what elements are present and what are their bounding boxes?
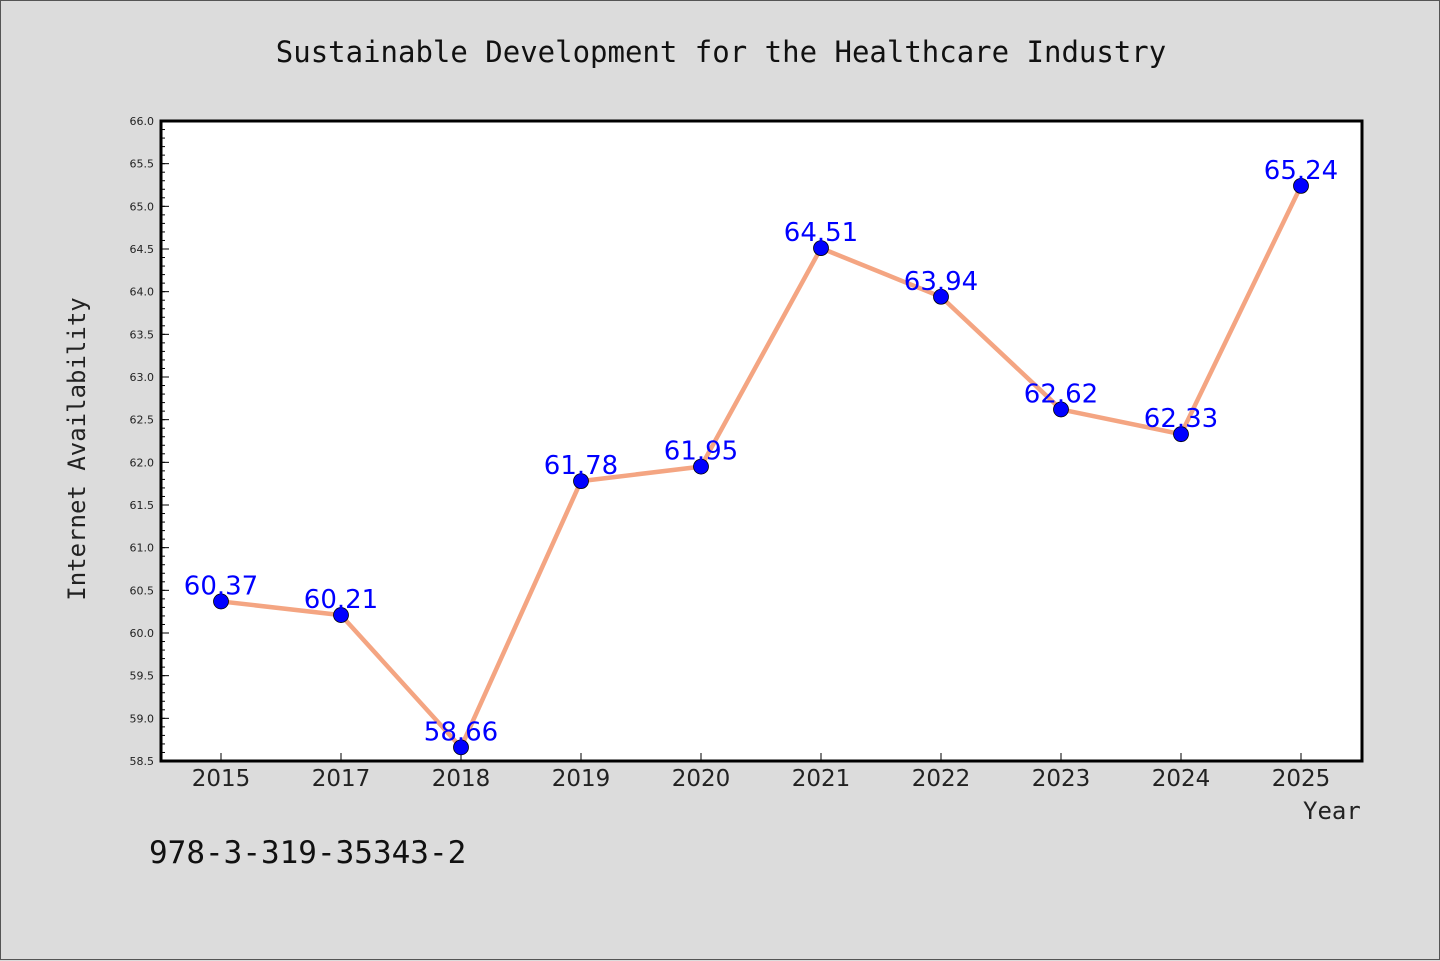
x-tick-label: 2023 bbox=[1032, 766, 1091, 792]
footer-code: 978-3-319-35343-2 bbox=[149, 835, 467, 871]
y-axis-label: Internet Availability bbox=[63, 297, 91, 601]
x-tick-label: 2017 bbox=[312, 766, 371, 792]
data-label: 61.95 bbox=[664, 437, 738, 467]
y-tick-label: 65.0 bbox=[130, 200, 155, 213]
data-point bbox=[453, 739, 469, 756]
y-tick-label: 62.0 bbox=[130, 456, 155, 469]
y-tick-label: 63.0 bbox=[130, 371, 155, 384]
data-label: 62.33 bbox=[1144, 404, 1218, 434]
y-tick-label: 61.0 bbox=[130, 542, 155, 555]
chart-title: Sustainable Development for the Healthca… bbox=[275, 35, 1167, 69]
y-tick-label: 64.0 bbox=[130, 286, 155, 299]
series-line-group bbox=[218, 183, 1304, 750]
data-label: 63.94 bbox=[904, 267, 978, 297]
x-tick-label: 2020 bbox=[672, 766, 731, 792]
x-tick-label: 2015 bbox=[192, 766, 251, 792]
data-label: 64.51 bbox=[784, 218, 858, 248]
y-tick-label: 59.0 bbox=[130, 712, 155, 725]
y-tick-label: 58.5 bbox=[130, 755, 155, 768]
data-label: 62.62 bbox=[1024, 379, 1098, 409]
x-tick-label: 2024 bbox=[1152, 766, 1211, 792]
data-point bbox=[333, 607, 349, 623]
plot-area bbox=[161, 121, 1362, 761]
y-tick-label: 60.0 bbox=[130, 627, 155, 640]
y-tick-label: 65.5 bbox=[130, 158, 155, 171]
x-tick-label: 2022 bbox=[912, 766, 971, 792]
y-axis-ticks: 58.5 59.0 59.5 60.0 60.5 61.0 61.5 62.0 62.5 63.0… bbox=[130, 115, 169, 768]
data-label: 65.24 bbox=[1264, 156, 1338, 186]
y-tick-label: 59.5 bbox=[130, 670, 155, 683]
y-tick-label: 62.5 bbox=[130, 414, 155, 427]
series-markers bbox=[213, 177, 1309, 756]
data-point bbox=[1293, 177, 1309, 194]
y-tick-label: 61.5 bbox=[130, 499, 155, 512]
data-point bbox=[1053, 401, 1069, 418]
data-point bbox=[213, 593, 229, 610]
y-tick-label: 60.5 bbox=[130, 584, 155, 597]
data-label: 60.37 bbox=[184, 571, 258, 601]
data-point bbox=[693, 458, 709, 475]
y-tick-label: 63.5 bbox=[130, 328, 155, 341]
x-axis-label: Year bbox=[1303, 797, 1361, 825]
data-point bbox=[1173, 426, 1189, 443]
y-tick-label: 64.5 bbox=[130, 243, 155, 256]
data-point bbox=[813, 240, 829, 257]
data-labels: 60.37 60.21 58.66 61.78 61.95 64.51 63.94 62.62… bbox=[184, 156, 1338, 747]
series-line bbox=[218, 183, 1304, 750]
data-point bbox=[573, 473, 589, 490]
x-tick-label: 2018 bbox=[432, 766, 491, 792]
x-tick-label: 2019 bbox=[552, 766, 611, 792]
y-tick-label: 66.0 bbox=[130, 115, 155, 128]
x-tick-label: 2021 bbox=[792, 766, 851, 792]
x-tick-label: 2025 bbox=[1272, 766, 1331, 792]
data-point bbox=[933, 288, 949, 305]
data-label: 58.66 bbox=[424, 717, 498, 747]
data-label: 60.21 bbox=[304, 585, 378, 615]
data-label: 61.78 bbox=[544, 451, 618, 481]
plot-frame bbox=[159, 119, 1364, 763]
